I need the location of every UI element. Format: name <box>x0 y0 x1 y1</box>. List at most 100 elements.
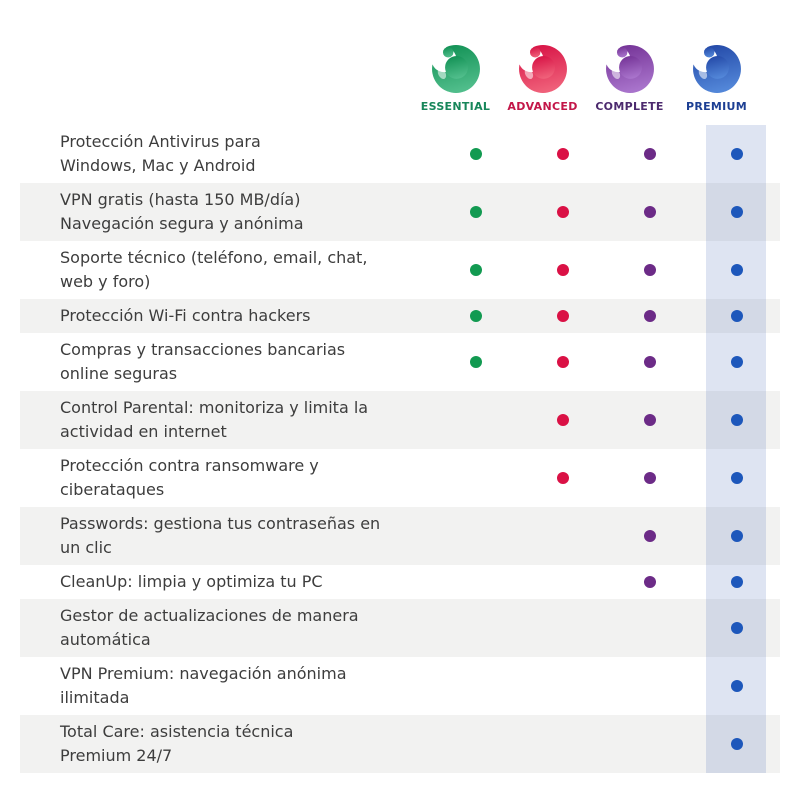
product-column-premium: PREMIUM <box>673 44 760 113</box>
feature-text: Control Parental: monitoriza y limita la… <box>20 391 432 449</box>
availability-cell-complete <box>606 507 693 565</box>
feature-text: Protección Wi-Fi contra hackers <box>20 299 432 333</box>
feature-line: Gestor de actualizaciones de manera <box>60 606 359 625</box>
feature-line: VPN gratis (hasta 150 MB/día) <box>60 190 301 209</box>
feature-line: CleanUp: limpia y optimiza tu PC <box>60 572 323 591</box>
availability-cell-premium <box>693 449 780 507</box>
feature-row-2: Soporte técnico (teléfono, email, chat, w… <box>20 241 780 299</box>
included-dot-advanced <box>556 414 569 426</box>
availability-cell-premium <box>693 599 780 657</box>
availability-cell-advanced <box>519 125 606 183</box>
feature-row-4: Compras y transacciones bancarias online … <box>20 333 780 391</box>
included-dot-premium <box>730 680 743 692</box>
product-column-complete: COMPLETE <box>586 44 673 113</box>
availability-cell-advanced <box>519 333 606 391</box>
included-dot-premium <box>730 414 743 426</box>
availability-cell-essential <box>432 183 519 241</box>
included-dot-complete <box>643 310 656 322</box>
feature-line: un clic <box>60 538 112 557</box>
included-dot-essential <box>469 206 482 218</box>
feature-line: Soporte técnico (teléfono, email, chat, <box>60 248 368 267</box>
availability-cell-advanced <box>519 599 606 657</box>
availability-cell-essential <box>432 299 519 333</box>
feature-row-11: Total Care: asistencia técnica Premium 24… <box>20 715 780 773</box>
included-dot-advanced <box>556 356 569 368</box>
included-dot-complete <box>643 576 656 588</box>
availability-cell-advanced <box>519 391 606 449</box>
availability-cell-advanced <box>519 565 606 599</box>
availability-cell-premium <box>693 241 780 299</box>
included-dot-premium <box>730 264 743 276</box>
included-dot-essential <box>469 356 482 368</box>
availability-cell-premium <box>693 715 780 773</box>
availability-cell-premium <box>693 391 780 449</box>
availability-cell-complete <box>606 333 693 391</box>
availability-cell-complete <box>606 565 693 599</box>
feature-line: Windows, Mac y Android <box>60 156 256 175</box>
feature-row-9: Gestor de actualizaciones de manera autom… <box>20 599 780 657</box>
availability-cell-essential <box>432 657 519 715</box>
feature-line: Protección contra ransomware y <box>60 456 319 475</box>
feature-row-0: Protección Antivirus para Windows, Mac y … <box>20 125 780 183</box>
availability-cell-essential <box>432 241 519 299</box>
feature-text: VPN gratis (hasta 150 MB/día) Navegación … <box>20 183 432 241</box>
feature-row-10: VPN Premium: navegación anónima ilimitada <box>20 657 780 715</box>
panda-logo-essential-icon <box>431 45 480 93</box>
availability-cell-complete <box>606 715 693 773</box>
availability-cell-advanced <box>519 715 606 773</box>
availability-cell-complete <box>606 299 693 333</box>
included-dot-complete <box>643 530 656 542</box>
feature-row-3: Protección Wi-Fi contra hackers <box>20 299 780 333</box>
availability-cell-essential <box>432 599 519 657</box>
included-dot-premium <box>730 530 743 542</box>
product-label-premium: PREMIUM <box>685 100 748 113</box>
feature-line: VPN Premium: navegación anónima <box>60 664 347 683</box>
included-dot-premium <box>730 576 743 588</box>
availability-cell-advanced <box>519 449 606 507</box>
availability-cell-premium <box>693 507 780 565</box>
availability-cell-advanced <box>519 183 606 241</box>
availability-cell-essential <box>432 565 519 599</box>
feature-line: Control Parental: monitoriza y limita la <box>60 398 369 417</box>
product-logo-complete <box>605 44 655 94</box>
products-header: ESSENTIAL ADVANCED COMPLETE PREMIUM <box>20 0 780 113</box>
availability-cell-essential <box>432 333 519 391</box>
feature-line: web y foro) <box>60 272 151 291</box>
feature-row-7: Passwords: gestiona tus contraseñas en un… <box>20 507 780 565</box>
feature-row-1: VPN gratis (hasta 150 MB/día) Navegación … <box>20 183 780 241</box>
included-dot-premium <box>730 356 743 368</box>
availability-cell-complete <box>606 599 693 657</box>
availability-cell-essential <box>432 507 519 565</box>
feature-row-8: CleanUp: limpia y optimiza tu PC <box>20 565 780 599</box>
feature-text: Gestor de actualizaciones de manera autom… <box>20 599 432 657</box>
availability-cell-advanced <box>519 241 606 299</box>
feature-text: Protección Antivirus para Windows, Mac y … <box>20 125 432 183</box>
availability-cell-essential <box>432 449 519 507</box>
availability-cell-complete <box>606 391 693 449</box>
feature-line: Total Care: asistencia técnica <box>60 722 294 741</box>
availability-cell-complete <box>606 125 693 183</box>
feature-text: VPN Premium: navegación anónima ilimitada <box>20 657 432 715</box>
product-label-advanced: ADVANCED <box>507 100 578 113</box>
feature-line: actividad en internet <box>60 422 227 441</box>
included-dot-advanced <box>556 148 569 160</box>
product-logo-essential <box>431 44 481 94</box>
feature-line: Protección Wi-Fi contra hackers <box>60 306 311 325</box>
availability-cell-complete <box>606 183 693 241</box>
availability-cell-premium <box>693 299 780 333</box>
included-dot-premium <box>730 738 743 750</box>
included-dot-advanced <box>556 264 569 276</box>
feature-text: Passwords: gestiona tus contraseñas en un… <box>20 507 432 565</box>
panda-logo-complete-icon <box>605 45 654 93</box>
availability-cell-premium <box>693 657 780 715</box>
availability-cell-advanced <box>519 299 606 333</box>
product-logo-advanced <box>518 44 568 94</box>
availability-cell-essential <box>432 715 519 773</box>
included-dot-complete <box>643 148 656 160</box>
included-dot-complete <box>643 414 656 426</box>
availability-cell-advanced <box>519 507 606 565</box>
availability-cell-premium <box>693 125 780 183</box>
included-dot-premium <box>730 148 743 160</box>
product-column-advanced: ADVANCED <box>499 44 586 113</box>
